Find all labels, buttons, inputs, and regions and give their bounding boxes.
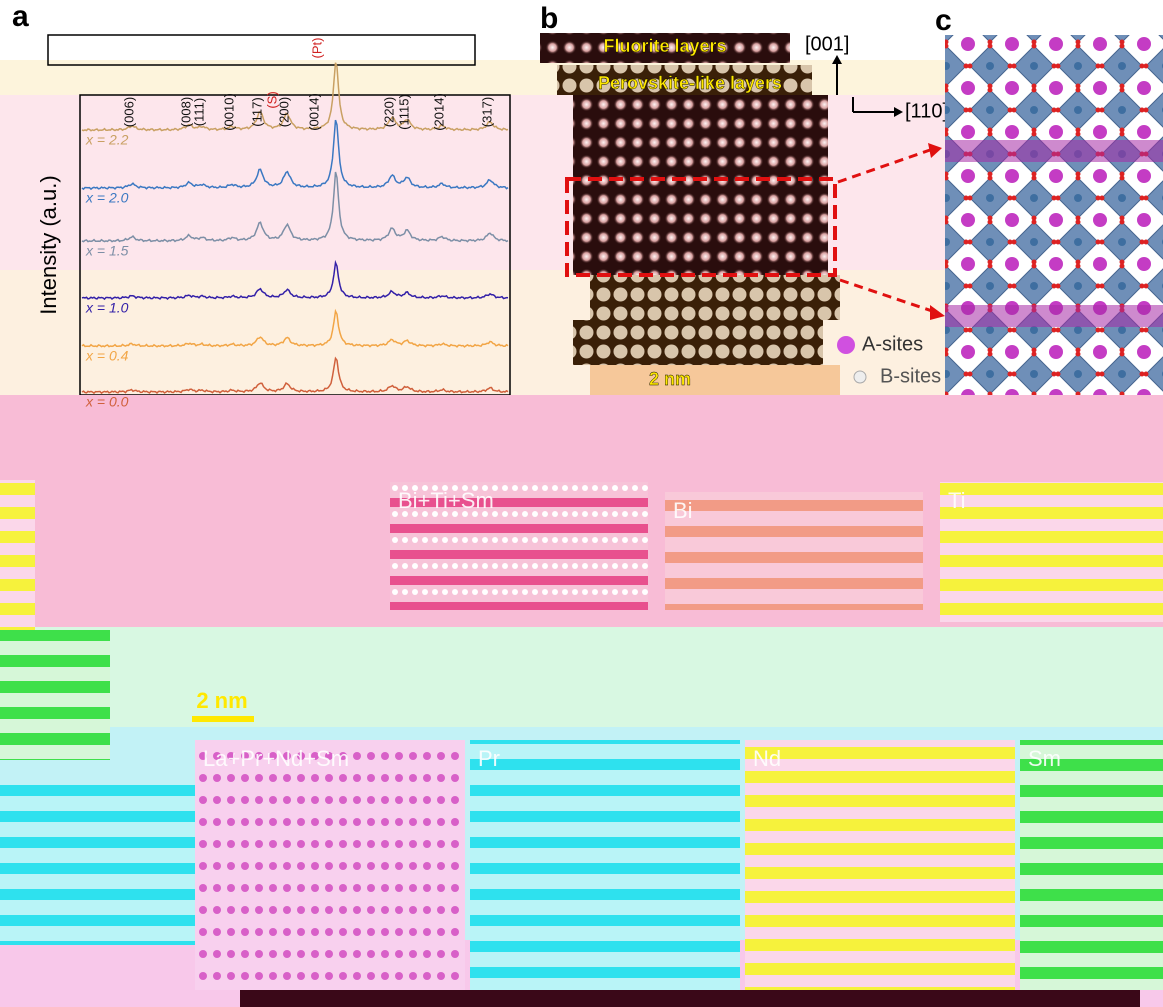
- scale-label: 2 nm: [196, 688, 247, 713]
- spectrum: [81, 119, 509, 191]
- orientation-label: [110]: [905, 100, 948, 122]
- scale-label: 2 nm: [649, 369, 691, 389]
- stem-image: [573, 95, 828, 275]
- eds-map: [940, 482, 1163, 622]
- link-arrow: [839, 278, 936, 314]
- map-label: La+Pr+Nd+Sm: [203, 746, 349, 771]
- arrow-head: [928, 143, 942, 158]
- link-arrow: [837, 148, 931, 184]
- map-label: Nd: [753, 746, 781, 771]
- eds-map: [0, 480, 35, 630]
- map-label: Bi+Ti+Sm: [398, 488, 494, 513]
- frame: [47, 34, 476, 66]
- spectrum: [81, 308, 509, 348]
- eds-map: [745, 740, 1015, 990]
- y-axis-label: Intensity (a.u.): [36, 175, 61, 314]
- layer-label: Fluorite layers: [603, 36, 726, 56]
- eds-map: [0, 630, 110, 760]
- stem-image: [540, 33, 790, 63]
- map-label: Bi: [673, 498, 693, 523]
- bi-o-layer: [945, 140, 1163, 162]
- peak-label: (006): [121, 97, 136, 127]
- substrate-label: (S): [264, 91, 279, 108]
- legend-label: B-sites: [880, 365, 941, 387]
- eds-strip: [240, 990, 1140, 1007]
- eds-map: [470, 740, 740, 990]
- legend-b-site: [853, 370, 867, 384]
- panel-label: c: [935, 4, 952, 37]
- eds-map: [390, 482, 648, 610]
- peak-label: (2014): [431, 93, 446, 131]
- arrow-head: [832, 55, 842, 64]
- map-label: Ti: [948, 488, 966, 513]
- orientation-label: [001]: [805, 33, 849, 55]
- curve-label: x = 2.2: [85, 132, 129, 148]
- curve-label: x = 0.4: [85, 348, 129, 364]
- bi-o-layer: [945, 305, 1163, 327]
- arrow-head: [894, 107, 903, 117]
- peak-label: (0010): [221, 93, 236, 131]
- peak-label: (220): [381, 97, 396, 127]
- crystal-structure: [945, 35, 1163, 395]
- stem-image: [590, 365, 840, 395]
- eds-map: [195, 740, 465, 990]
- peak-label: (200): [276, 97, 291, 127]
- spectrum: [81, 62, 509, 132]
- eds-map: [1020, 740, 1163, 990]
- panel-label: b: [540, 2, 558, 35]
- spectrum: [81, 356, 509, 395]
- panel-label: a: [12, 0, 29, 33]
- layer-label: Perovskite-like layers: [598, 73, 782, 93]
- peak-label: (1115): [396, 94, 411, 130]
- map-label: Sm: [1028, 746, 1061, 771]
- stem-image: [557, 65, 812, 95]
- peak-label: (317): [479, 97, 494, 127]
- arrow-head: [930, 305, 945, 320]
- curve-label: x = 2.0: [85, 190, 129, 206]
- legend-label: A-sites: [862, 333, 923, 355]
- spectrum: [81, 259, 509, 301]
- eds-map: [665, 492, 923, 610]
- peak-label: (008): [178, 97, 193, 127]
- stem-image: [573, 320, 823, 365]
- curve-label: x = 1.0: [85, 300, 129, 316]
- highlight-box: [565, 177, 837, 277]
- legend-a-site: [837, 336, 855, 354]
- peak-label: (0014): [306, 93, 321, 131]
- map-label: Pr: [478, 746, 500, 771]
- curve-label: x = 0.0: [85, 394, 129, 410]
- curve-label: x = 1.5: [85, 243, 129, 259]
- eds-maps: Bi+Ti+Sm Bi Ti La+Pr+Nd+Sm Pr Nd Sm: [195, 482, 1163, 990]
- eds-bg: [0, 627, 1163, 727]
- spectrum: [81, 171, 509, 243]
- scale-bar: [192, 716, 254, 722]
- peak-label: (111): [191, 98, 206, 126]
- spectra: [81, 62, 509, 395]
- substrate-label: (Pt): [309, 38, 324, 59]
- peak-label: (117): [249, 97, 264, 126]
- stem-image: [590, 275, 840, 320]
